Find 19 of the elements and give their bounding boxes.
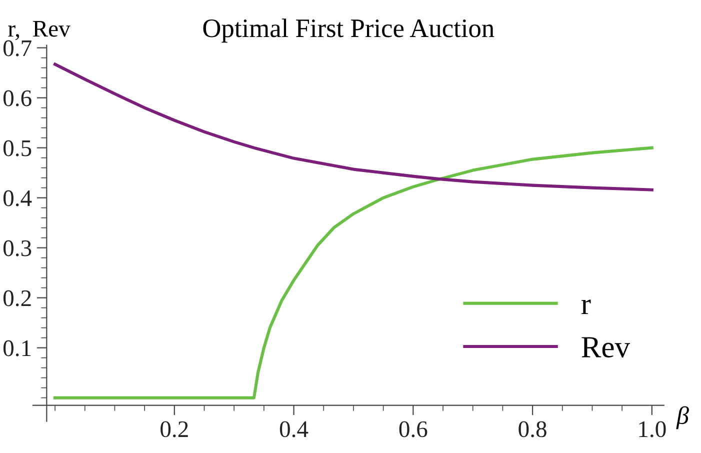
legend-label: Rev	[582, 337, 630, 358]
y-tick-label: 0.6	[3, 90, 32, 106]
x-tick-label: 0.6	[399, 421, 428, 438]
y-tick-label: 0.2	[3, 290, 31, 306]
line-series	[54, 62, 654, 192]
y-tick-label: 0.4	[3, 190, 32, 206]
x-tick-label: 0.4	[280, 421, 308, 438]
y-axis-title: r, Rev	[8, 21, 70, 40]
chart-title: Optimal First Price Auction	[203, 18, 494, 43]
x-tick-label: 0.2	[160, 421, 188, 438]
x-tick-label: 1.0	[639, 421, 666, 438]
y-tick-label: 0.7	[3, 40, 32, 56]
y-tick-label: 0.1	[3, 340, 31, 356]
line-series	[54, 146, 654, 400]
legend-label: r	[581, 300, 591, 314]
x-axis-title: β	[676, 406, 689, 430]
y-tick-label: 0.5	[3, 140, 32, 156]
x-tick-label: 0.8	[518, 421, 546, 438]
y-tick-label: 0.3	[3, 240, 32, 256]
